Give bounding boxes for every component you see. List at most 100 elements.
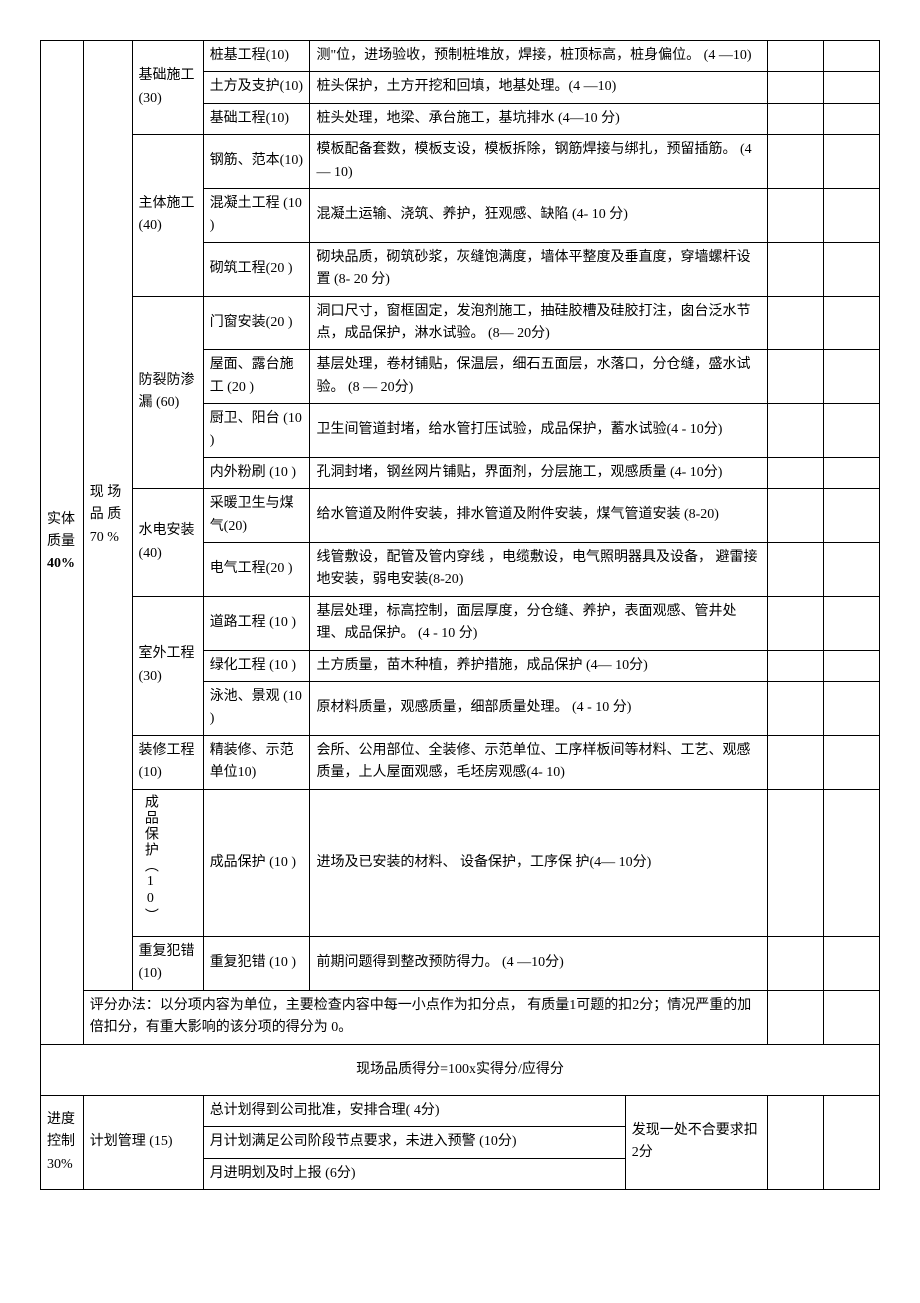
score-cell xyxy=(768,72,824,103)
formula-row: 现场品质得分=100x实得分/应得分 xyxy=(41,1044,880,1095)
desc: 砌块品质，砌筑砂浆，灰缝饱满度，墙体平整度及垂直度，穿墙螺杆设置 (8- 20 … xyxy=(310,242,768,296)
item: 门窗安装(20 ) xyxy=(203,296,310,350)
table-row: 装修工程 (10) 精装修、示范单位10) 会所、公用部位、全装修、示范单位、工… xyxy=(41,735,880,789)
score-cell xyxy=(768,242,824,296)
score-cell xyxy=(824,596,880,650)
score-cell xyxy=(824,72,880,103)
category-quality: 实体质量 40% xyxy=(41,41,84,1045)
score-cell xyxy=(768,596,824,650)
group-foundation: 基础施工(30) xyxy=(132,41,203,135)
item: 土方及支护(10) xyxy=(203,72,310,103)
weight: 30% xyxy=(47,1157,73,1172)
desc: 测"位，进场验收，预制桩堆放，焊接，桩顶标高，桩身偏位。 (4 —10) xyxy=(310,41,768,72)
score-cell xyxy=(824,242,880,296)
table-row: 主体施工 (40) 钢筋、范本(10) 模板配备套数，模板支设，模板拆除，钢筋焊… xyxy=(41,135,880,189)
item: 厨卫、阳台 (10 ) xyxy=(203,404,310,458)
group-repeat-error: 重复犯错 (10) xyxy=(132,936,203,990)
item: 重复犯错 (10 ) xyxy=(203,936,310,990)
desc: 原材料质量，观感质量，细部质量处理。 (4 - 10 分) xyxy=(310,681,768,735)
score-cell xyxy=(768,296,824,350)
desc: 基层处理，卷材铺贴，保温层，细石五面层，水落口，分仓缝，盛水试验。 (8 — 2… xyxy=(310,350,768,404)
desc: 会所、公用部位、全装修、示范单位、工序样板间等材料、工艺、观感质量，上人屋面观感… xyxy=(310,735,768,789)
group-crack-leak: 防裂防渗 漏 (60) xyxy=(132,296,203,489)
item: 月计划满足公司阶段节点要求，未进入预警 (10分) xyxy=(203,1127,625,1158)
group-main: 主体施工 (40) xyxy=(132,135,203,296)
desc: 混凝土运输、浇筑、养护，狂观感、缺陷 (4- 10 分) xyxy=(310,188,768,242)
item: 月进明划及时上报 (6分) xyxy=(203,1158,625,1189)
item: 泳池、景观 (10 ) xyxy=(203,681,310,735)
score-cell xyxy=(824,489,880,543)
group-mep: 水电安装 (40) xyxy=(132,489,203,597)
desc: 孔洞封堵，钢丝网片铺贴，界面剂，分层施工，观感质量 (4- 10分) xyxy=(310,457,768,488)
desc: 前期问题得到整改预防得力。 (4 —10分) xyxy=(310,936,768,990)
group-product-protect: 成品保护（10） xyxy=(132,789,203,936)
score-cell xyxy=(768,1095,824,1189)
score-cell xyxy=(824,990,880,1044)
item: 钢筋、范本(10) xyxy=(203,135,310,189)
item: 混凝土工程 (10 ) xyxy=(203,188,310,242)
item: 屋面、露台施工 (20 ) xyxy=(203,350,310,404)
table-row: 成品保护（10） 成品保护 (10 ) 进场及已安装的材料、 设备保护，工序保 … xyxy=(41,789,880,936)
desc: 桩头保护，土方开挖和回填，地基处理。(4 —10) xyxy=(310,72,768,103)
score-cell xyxy=(768,350,824,404)
label: 现 场 品 质 xyxy=(90,485,122,522)
score-cell xyxy=(768,681,824,735)
score-cell xyxy=(824,650,880,681)
item: 绿化工程 (10 ) xyxy=(203,650,310,681)
table-row: 重复犯错 (10) 重复犯错 (10 ) 前期问题得到整改预防得力。 (4 —1… xyxy=(41,936,880,990)
score-cell xyxy=(768,188,824,242)
desc: 模板配备套数，模板支设，模板拆除，钢筋焊接与绑扎，预留插筋。 (4 — 10) xyxy=(310,135,768,189)
item: 桩基工程(10) xyxy=(203,41,310,72)
weight: 70 % xyxy=(90,530,119,545)
item: 精装修、示范单位10) xyxy=(203,735,310,789)
score-cell xyxy=(768,543,824,597)
score-cell xyxy=(824,543,880,597)
item: 基础工程(10) xyxy=(203,103,310,134)
formula: 现场品质得分=100x实得分/应得分 xyxy=(41,1044,880,1095)
score-cell xyxy=(768,135,824,189)
score-cell xyxy=(768,103,824,134)
score-cell xyxy=(824,188,880,242)
score-cell xyxy=(768,41,824,72)
evaluation-table: 实体质量 40% 现 场 品 质 70 % 基础施工(30) 桩基工程(10) … xyxy=(40,40,880,1190)
item: 内外粉刷 (10 ) xyxy=(203,457,310,488)
score-cell xyxy=(768,735,824,789)
desc: 洞口尺寸，窗框固定，发泡剂施工，抽硅胶槽及硅胶打注，囱台泛水节点，成品保护，淋水… xyxy=(310,296,768,350)
weight: 40% xyxy=(47,556,75,571)
score-cell xyxy=(768,457,824,488)
score-cell xyxy=(768,990,824,1044)
score-cell xyxy=(824,1095,880,1189)
item: 电气工程(20 ) xyxy=(203,543,310,597)
group-outdoor: 室外工程(30) xyxy=(132,596,203,735)
score-cell xyxy=(824,296,880,350)
scoring-note: 评分办法：以分项内容为单位，主要检查内容中每一小点作为扣分点， 有质量1可题的扣… xyxy=(83,990,767,1044)
score-cell xyxy=(824,936,880,990)
item: 道路工程 (10 ) xyxy=(203,596,310,650)
table-row: 进度控制 30% 计划管理 (15) 总计划得到公司批准，安排合理( 4分) 发… xyxy=(41,1095,880,1126)
score-cell xyxy=(824,735,880,789)
score-cell xyxy=(824,103,880,134)
table-row: 水电安装 (40) 采暖卫生与煤气(20) 给水管道及附件安装，排水管道及附件安… xyxy=(41,489,880,543)
desc: 基层处理，标高控制，面层厚度，分仓缝、养护，表面观感、管井处理、成品保护。 (4… xyxy=(310,596,768,650)
group-plan: 计划管理 (15) xyxy=(83,1095,203,1189)
score-cell xyxy=(824,681,880,735)
table-row: 室外工程(30) 道路工程 (10 ) 基层处理，标高控制，面层厚度，分仓缝、养… xyxy=(41,596,880,650)
item: 砌筑工程(20 ) xyxy=(203,242,310,296)
score-cell xyxy=(768,650,824,681)
score-cell xyxy=(768,936,824,990)
desc: 土方质量，苗木种植，养护措施，成品保护 (4— 10分) xyxy=(310,650,768,681)
table-row: 防裂防渗 漏 (60) 门窗安装(20 ) 洞口尺寸，窗框固定，发泡剂施工，抽硅… xyxy=(41,296,880,350)
score-cell xyxy=(824,404,880,458)
table-row: 实体质量 40% 现 场 品 质 70 % 基础施工(30) 桩基工程(10) … xyxy=(41,41,880,72)
desc: 进场及已安装的材料、 设备保护，工序保 护(4— 10分) xyxy=(310,789,768,936)
item: 成品保护 (10 ) xyxy=(203,789,310,936)
score-cell xyxy=(824,350,880,404)
scoring-note-row: 评分办法：以分项内容为单位，主要检查内容中每一小点作为扣分点， 有质量1可题的扣… xyxy=(41,990,880,1044)
desc: 给水管道及附件安装，排水管道及附件安装，煤气管道安装 (8-20) xyxy=(310,489,768,543)
score-cell xyxy=(824,135,880,189)
label: 进度控制 xyxy=(47,1112,75,1149)
desc: 线管敷设，配管及管内穿线 ，电缆敷设，电气照明器具及设备， 避雷接地安装，弱电安… xyxy=(310,543,768,597)
score-cell xyxy=(768,489,824,543)
desc: 桩头处理，地梁、承台施工，基坑排水 (4—10 分) xyxy=(310,103,768,134)
item: 总计划得到公司批准，安排合理( 4分) xyxy=(203,1095,625,1126)
